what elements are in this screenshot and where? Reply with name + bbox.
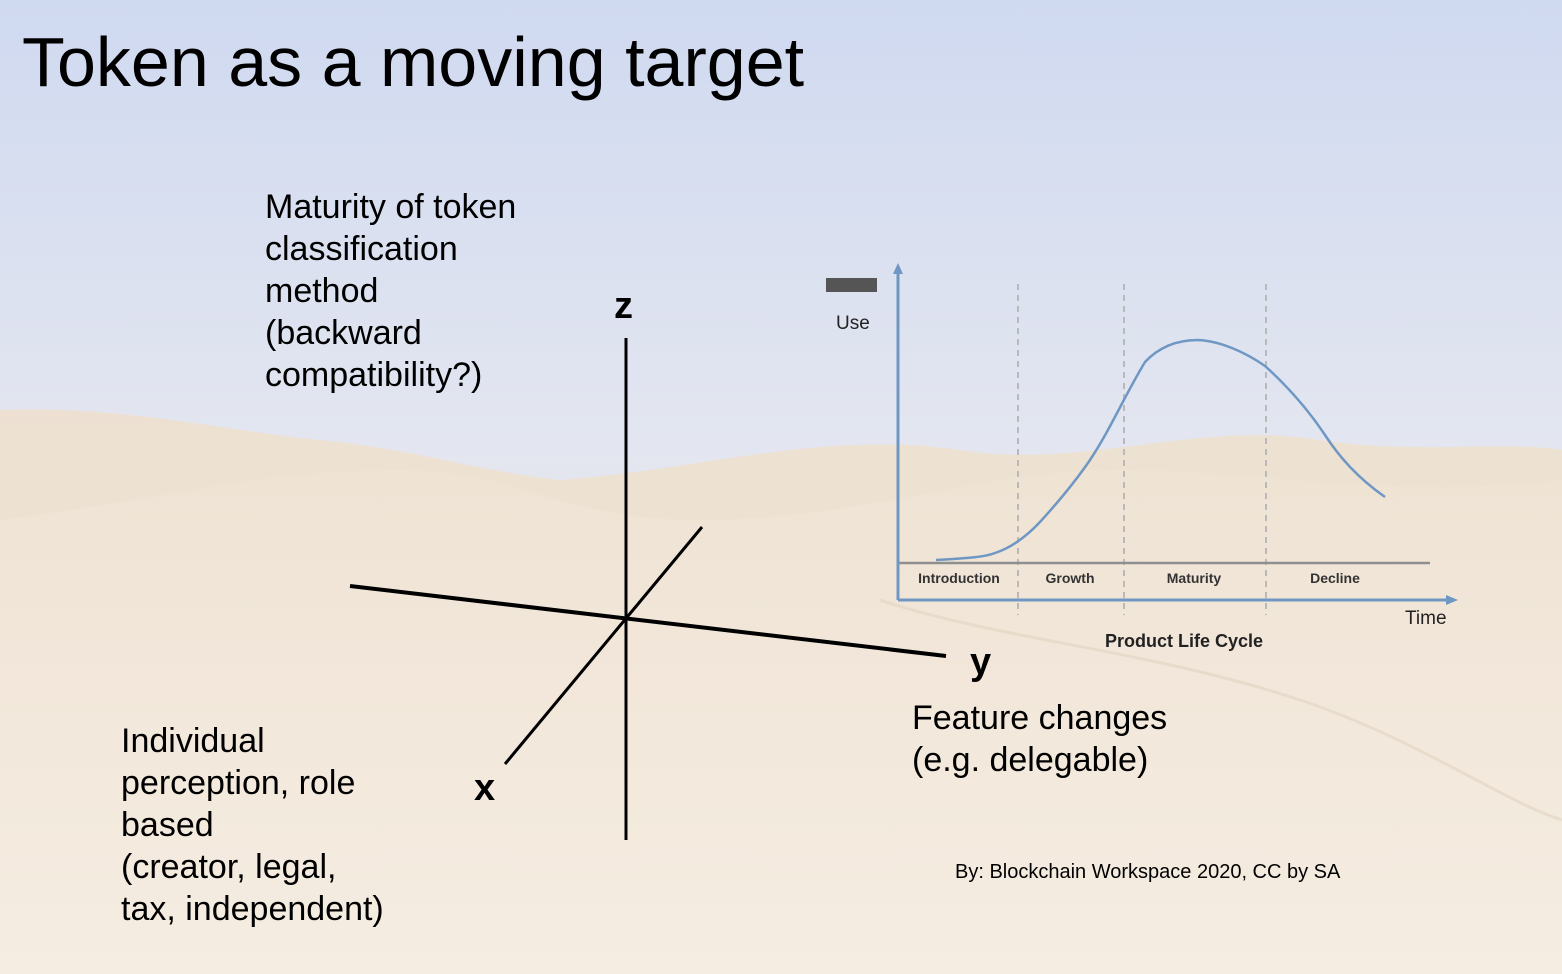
plc-stage-decline: Decline [1310,570,1360,586]
x-axis-description: Individual perception, role based (creat… [121,720,451,930]
plc-x-axis-label: Time [1405,608,1447,629]
y-axis-line [349,584,947,658]
z-desc-line: compatibility?) [265,356,483,394]
x-axis-label: x [474,767,495,809]
plc-stage-growth: Growth [1046,570,1095,586]
y-axis-label: y [970,641,991,683]
plc-stage-maturity: Maturity [1167,570,1222,586]
redacted-mark [826,278,877,292]
plc-vertical-arrow [893,263,903,274]
plc-curve [935,338,1386,562]
z-desc-line: (backward [265,314,422,352]
slide-title: Token as a moving target [22,23,805,101]
plc-y-axis-label: Use [836,313,870,334]
x-desc-line: based [121,806,214,844]
y-desc-line: (e.g. delegable) [912,741,1149,779]
z-axis-label: z [614,285,633,327]
x-desc-line: (creator, legal, [121,848,337,886]
plc-stage-introduction: Introduction [918,570,1000,586]
y-axis-description: Feature changes (e.g. delegable) [912,697,1272,781]
z-desc-line: classification [265,230,458,268]
x-desc-line: perception, role [121,764,356,802]
x-axis-line [503,526,704,765]
y-desc-line: Feature changes [912,699,1168,737]
z-desc-line: method [265,272,379,310]
z-axis-description: Maturity of token classification method … [265,186,595,396]
credit-text: By: Blockchain Workspace 2020, CC by SA [955,861,1341,883]
z-desc-line: Maturity of token [265,188,517,226]
plc-title: Product Life Cycle [1105,631,1263,651]
x-desc-line: tax, independent) [121,890,384,928]
plc-horizontal-arrow [1446,595,1458,605]
x-desc-line: Individual [121,722,265,760]
